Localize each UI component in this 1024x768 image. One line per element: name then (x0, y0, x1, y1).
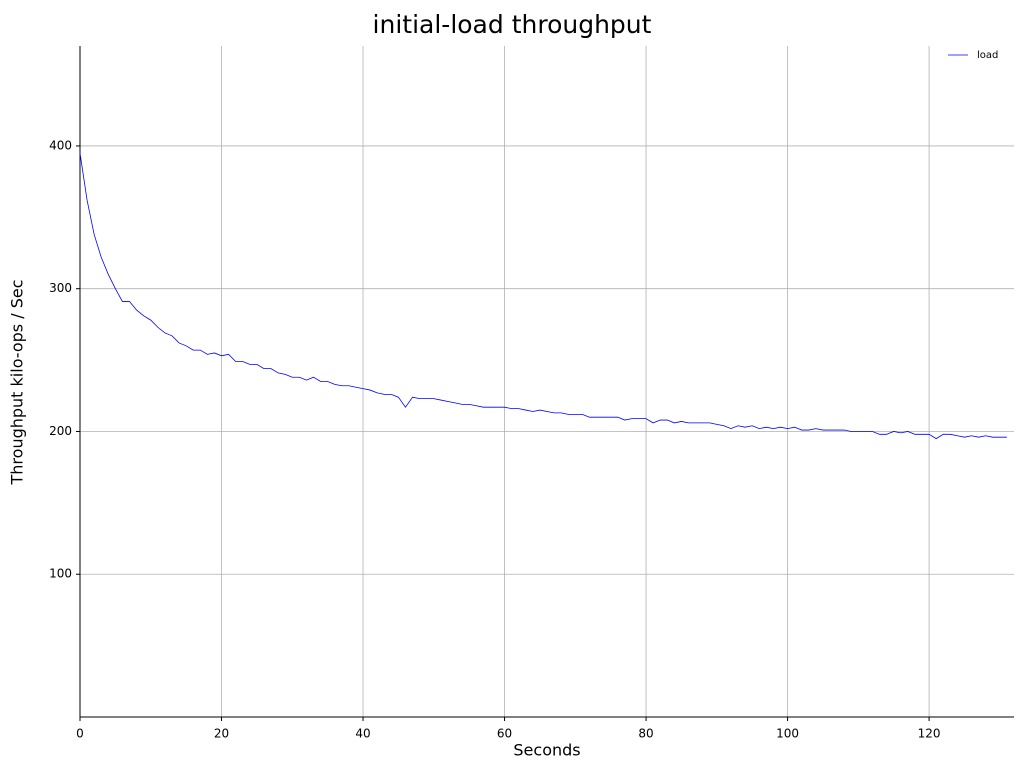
legend-label: load (977, 50, 998, 61)
line-series (79, 153, 1007, 440)
x-tick-label: 100 (776, 727, 799, 741)
y-axis-label: Throughput kilo-ops / Sec (8, 280, 27, 486)
chart-title: initial-load throughput (373, 10, 652, 39)
x-tick-label: 40 (355, 727, 370, 741)
y-tick-label: 200 (49, 424, 72, 438)
x-axis-label: Seconds (513, 741, 580, 760)
y-tick-label: 300 (49, 281, 72, 295)
x-tick-label: 20 (214, 727, 229, 741)
x-tick-label: 80 (638, 727, 653, 741)
y-tick-label: 100 (49, 567, 72, 581)
x-tick-label: 60 (497, 727, 512, 741)
x-tick-label: 0 (76, 727, 84, 741)
x-tick-label: 120 (918, 727, 941, 741)
y-tick-label: 400 (49, 138, 72, 152)
